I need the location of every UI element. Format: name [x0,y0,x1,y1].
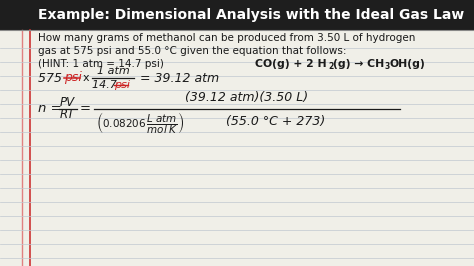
Text: psi: psi [64,72,82,85]
Text: RT: RT [60,109,75,122]
Text: How many grams of methanol can be produced from 3.50 L of hydrogen: How many grams of methanol can be produc… [38,33,415,43]
Text: =: = [80,102,91,115]
Bar [0,30,474,266]
Text: PV: PV [60,97,75,110]
Text: 3: 3 [385,62,390,71]
Text: OH(g): OH(g) [390,59,426,69]
Text: (39.12 atm)(3.50 L): (39.12 atm)(3.50 L) [185,92,309,105]
Bar [0,0,474,30]
Text: x: x [83,73,90,83]
Text: 2: 2 [328,62,333,71]
Text: (HINT: 1 atm = 14.7 psi): (HINT: 1 atm = 14.7 psi) [38,59,164,69]
Text: (55.0 °C + 273): (55.0 °C + 273) [226,115,325,128]
Text: gas at 575 psi and 55.0 °C given the equation that follows:: gas at 575 psi and 55.0 °C given the equ… [38,46,346,56]
Text: 575: 575 [38,72,66,85]
Text: psi: psi [114,80,130,90]
Text: $\left(0.08206\,\dfrac{L\;atm}{mol\;K}\right)$: $\left(0.08206\,\dfrac{L\;atm}{mol\;K}\r… [96,110,184,136]
Text: = 39.12 atm: = 39.12 atm [140,72,219,85]
Text: (g) → CH: (g) → CH [333,59,384,69]
Text: CO(g) + 2 H: CO(g) + 2 H [255,59,327,69]
Text: n =: n = [38,102,62,115]
Text: 1 atm: 1 atm [97,66,129,76]
Text: Example: Dimensional Analysis with the Ideal Gas Law: Example: Dimensional Analysis with the I… [38,8,464,22]
Text: 14.7: 14.7 [92,80,120,90]
